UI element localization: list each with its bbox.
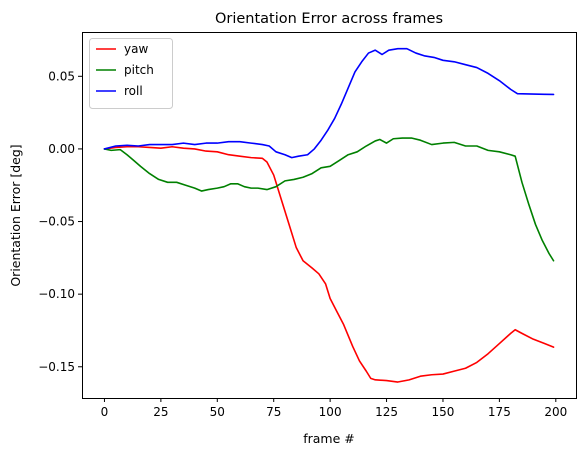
y-tick-label: −0.15 [38,360,75,374]
x-axis-title: frame # [303,431,355,446]
plot-lines [103,47,555,383]
legend-label-pitch: pitch [124,63,154,77]
x-tick-label: 0 [101,405,109,419]
y-tick-label: 0.05 [48,69,75,83]
y-axis-title: Orientation Error [deg] [8,144,23,286]
y-tick-label: −0.10 [38,287,75,301]
x-tick-label: 125 [375,405,398,419]
x-tick-label: 50 [210,405,225,419]
x-tick-label: 175 [488,405,511,419]
x-axis: 0 25 50 75 100 125 150 175 200 [101,398,567,419]
x-tick-label: 75 [266,405,281,419]
legend: yaw pitch roll [89,38,173,109]
y-axis: 0.05 0.00 −0.05 −0.10 −0.15 [38,69,82,374]
y-tick-label: −0.05 [38,215,75,229]
x-tick-label: 100 [319,405,342,419]
series-line-pitch [103,137,555,262]
legend-label-roll: roll [124,84,143,98]
legend-label-yaw: yaw [124,42,148,56]
chart-title: Orientation Error across frames [215,11,443,27]
y-tick-label: 0.00 [48,142,75,156]
plot-frame [82,32,577,399]
series-line-yaw [103,145,555,383]
series-line-roll [103,47,555,159]
x-tick-label: 200 [544,405,567,419]
x-tick-label: 150 [432,405,455,419]
x-tick-label: 25 [153,405,168,419]
